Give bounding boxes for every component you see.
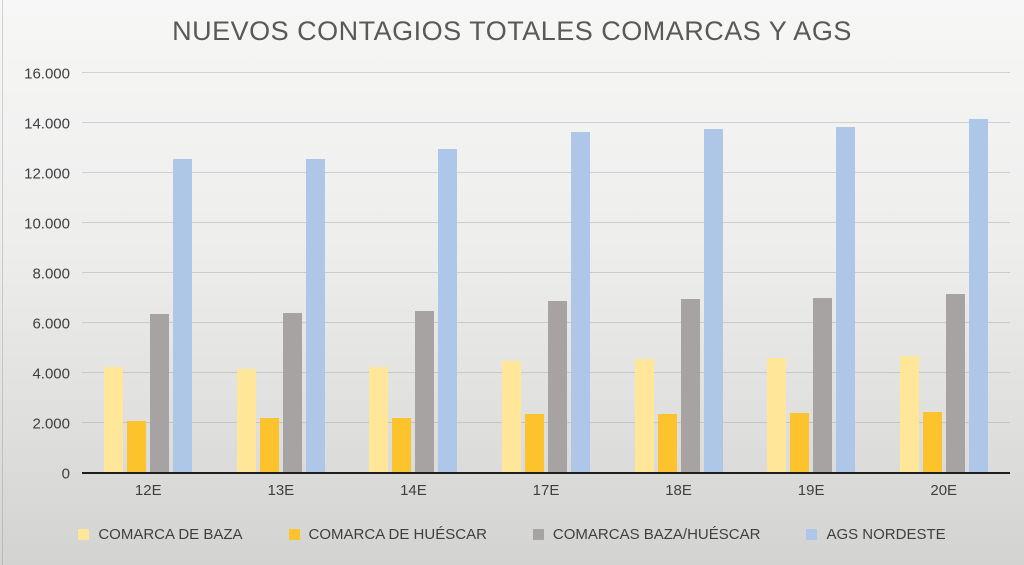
bar xyxy=(899,355,919,473)
legend-item: COMARCA DE BAZA xyxy=(78,526,243,543)
y-tick-label: 16.000 xyxy=(24,65,70,82)
bar xyxy=(415,310,435,473)
x-tick-label: 17E xyxy=(532,482,560,499)
bar xyxy=(524,414,544,473)
gridline xyxy=(82,72,1010,73)
x-axis-line xyxy=(82,472,1010,474)
gridline xyxy=(82,322,1010,323)
x-tick-label: 14E xyxy=(400,482,427,499)
bar xyxy=(813,298,833,473)
x-tick-label: 19E xyxy=(797,482,825,499)
legend-swatch xyxy=(532,529,544,540)
left-edge-line xyxy=(2,0,3,565)
x-axis-labels: 12E 13E 14E 17E 18E 19E 20E xyxy=(82,482,1010,502)
bar xyxy=(767,358,787,473)
bar-group-13E xyxy=(215,73,348,473)
bar xyxy=(968,119,988,473)
bar xyxy=(501,360,521,473)
y-tick-label: 8.000 xyxy=(32,265,70,282)
legend-label: AGS NORDESTE xyxy=(826,526,946,543)
bar xyxy=(680,299,700,473)
bar xyxy=(547,300,567,473)
gridline xyxy=(82,272,1010,273)
bar xyxy=(259,418,279,473)
x-tick-label: 12E xyxy=(134,482,162,499)
gridline xyxy=(82,422,1010,423)
y-tick-label: 4.000 xyxy=(32,365,70,382)
legend-item: AGS NORDESTE xyxy=(806,526,946,543)
bar xyxy=(703,129,723,473)
bar xyxy=(570,131,590,473)
bar xyxy=(173,159,193,473)
bar xyxy=(305,159,325,473)
y-tick-label: 14.000 xyxy=(24,115,70,132)
bar-group-12E xyxy=(82,73,215,473)
bar xyxy=(236,369,256,473)
bar-group-14E xyxy=(347,73,480,473)
bar xyxy=(790,413,810,473)
bar xyxy=(104,366,124,473)
gridline xyxy=(82,172,1010,173)
legend-item: COMARCAS BAZA/HUÉSCAR xyxy=(532,526,761,543)
bar xyxy=(392,418,412,473)
bar-group-18E xyxy=(612,73,745,473)
y-tick-label: 10.000 xyxy=(24,215,70,232)
y-tick-label: 12.000 xyxy=(24,165,70,182)
legend-label: COMARCA DE HUÉSCAR xyxy=(308,526,487,543)
bar xyxy=(945,294,965,473)
x-tick-label: 20E xyxy=(930,482,958,499)
bar xyxy=(150,314,170,473)
bar xyxy=(369,366,389,473)
plot-area: 0 2.000 4.000 6.000 8.000 10.000 12.000 14.000 1… xyxy=(24,65,1010,482)
gridline xyxy=(82,222,1010,223)
bar xyxy=(922,411,942,473)
legend: COMARCA DE BAZA COMARCA DE HUÉSCAR COMARCA… xyxy=(0,526,1024,543)
x-tick-label: 13E xyxy=(267,482,295,499)
bar xyxy=(634,359,654,473)
legend-swatch xyxy=(288,529,300,540)
legend-label: COMARCAS BAZA/HUÉSCAR xyxy=(552,526,761,543)
bar-group-17E xyxy=(480,73,613,473)
y-tick-label: 2.000 xyxy=(32,415,70,432)
legend-item: COMARCA DE HUÉSCAR xyxy=(288,526,487,543)
bar xyxy=(282,313,302,473)
chart-title: NUEVOS CONTAGIOS TOTALES COMARCAS Y AGS xyxy=(172,16,852,46)
y-tick-label: 0 xyxy=(61,465,70,482)
legend-label: COMARCA DE BAZA xyxy=(98,526,243,543)
legend-swatch xyxy=(806,529,818,540)
gridline xyxy=(82,372,1010,373)
x-tick-label: 18E xyxy=(665,482,692,499)
bar-group-20E xyxy=(877,73,1010,473)
bar-group-19E xyxy=(745,73,878,473)
legend-swatch xyxy=(78,529,90,540)
gridline xyxy=(82,122,1010,123)
bar xyxy=(438,149,458,473)
bar xyxy=(127,420,147,473)
bar xyxy=(836,126,856,473)
bar xyxy=(657,414,677,473)
y-tick-label: 6.000 xyxy=(32,315,70,332)
